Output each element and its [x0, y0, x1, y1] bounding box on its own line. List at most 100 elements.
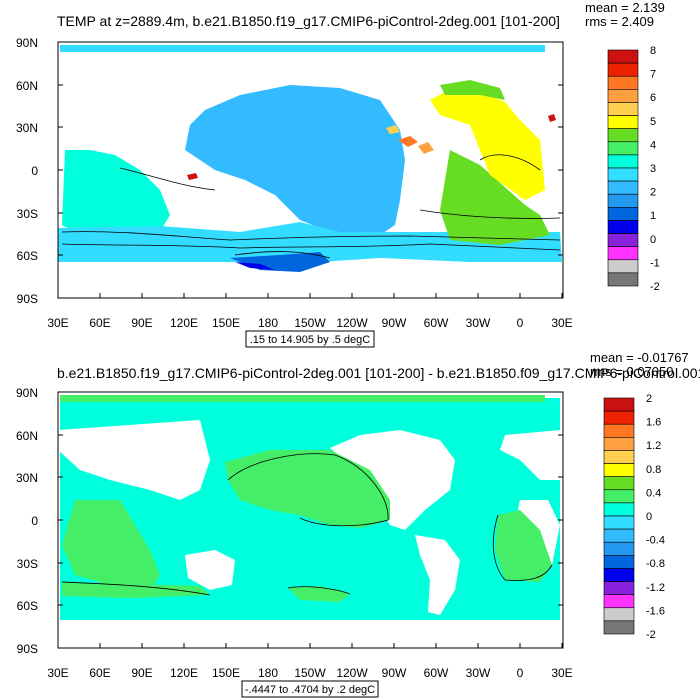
- colorbar-swatch: [603, 410, 635, 425]
- map-panel-difference: b.e21.B1850.f19_g17.CMIP6-piControl-2deg…: [0, 350, 700, 700]
- lon-tick-label: 30E: [551, 316, 572, 330]
- rms-label: rms = 0.07050: [590, 364, 673, 379]
- colorbar-swatch: [607, 128, 639, 143]
- lon-tick-label: 30E: [551, 666, 572, 680]
- lat-tick-label: 0: [31, 164, 38, 178]
- lat-tick-label: 90N: [16, 386, 38, 400]
- map-figure-1: TEMP at z=2889.4m, b.e21.B1850.f19_g17.C…: [16, 0, 665, 348]
- nordic-seas-field: [440, 80, 505, 100]
- colorbar-swatch: [603, 620, 635, 635]
- colorbar-swatch: [607, 272, 639, 287]
- lat-tick-label: 90S: [17, 292, 38, 306]
- mean-label: mean = 2.139: [585, 0, 665, 15]
- lat-tick-label: 30N: [16, 471, 38, 485]
- colorbar-label: 4: [650, 139, 656, 151]
- colorbar-swatch: [603, 594, 635, 609]
- lon-tick-label: 120W: [336, 666, 368, 680]
- mediterranean-field: [398, 136, 418, 147]
- eurasia-land: [58, 420, 560, 500]
- colorbar-swatch: [603, 502, 635, 517]
- north-america-land: [330, 430, 455, 530]
- lat-tick-label: 60N: [16, 79, 38, 93]
- mediterranean-outflow-field: [418, 142, 434, 154]
- lat-tick-label: 90S: [17, 642, 38, 656]
- colorbar-label: -1.2: [646, 582, 665, 594]
- south-america-land: [415, 535, 460, 615]
- lon-tick-label: 90W: [382, 316, 407, 330]
- arctic-positive: [60, 395, 545, 402]
- colorbar-label: 3: [650, 163, 656, 175]
- colorbar-label: -1: [650, 257, 660, 269]
- colorbar-swatch: [607, 154, 639, 169]
- colorbar-swatch: [603, 437, 635, 451]
- colorbar-label: 2: [650, 187, 656, 199]
- lon-tick-label: 150E: [212, 666, 240, 680]
- map-field-2: [58, 395, 560, 648]
- indian-positive: [62, 500, 160, 590]
- lon-tick-label: 120W: [336, 316, 368, 330]
- lon-tick-label: 0: [517, 316, 524, 330]
- colorbar-label: 0: [646, 511, 652, 523]
- lon-tick-label: 90E: [131, 316, 152, 330]
- colorbar-label: -2: [646, 629, 656, 641]
- antarctic-bottom-field: [235, 262, 275, 270]
- colorbar-1: 8 7 6 5 4 3 2 1 0 -1 -2: [607, 45, 660, 293]
- lat-tick-label: 30S: [17, 207, 38, 221]
- lon-tick-label: 30W: [466, 666, 491, 680]
- lon-tick-label: 30E: [47, 316, 68, 330]
- colorbar-swatch: [603, 476, 635, 491]
- lat-tick-label: 60S: [17, 599, 38, 613]
- colorbar-swatch: [603, 581, 635, 595]
- map-figure-2: b.e21.B1850.f19_g17.CMIP6-piControl-2deg…: [16, 350, 700, 698]
- arctic-field: [60, 45, 545, 52]
- red-sea-field: [548, 114, 556, 122]
- colorbar-swatch: [607, 259, 639, 274]
- lon-tick-label: 0: [517, 666, 524, 680]
- colorbar-label: -0.4: [646, 535, 665, 547]
- panel-title: TEMP at z=2889.4m, b.e21.B1850.f19_g17.C…: [57, 13, 560, 29]
- north-pacific-positive: [225, 450, 390, 528]
- lon-tick-label: 30E: [47, 666, 68, 680]
- contour-info-box: [241, 680, 379, 698]
- north-atlantic-field: [430, 92, 545, 200]
- lon-axis-1: [57, 293, 563, 298]
- colorbar-swatch: [607, 180, 639, 195]
- lat-axis-1: [58, 41, 563, 299]
- colorbar-swatch: [607, 89, 639, 103]
- colorbar-swatch: [603, 555, 635, 569]
- colorbar-swatch: [603, 528, 635, 543]
- colorbar-label: -1.6: [646, 605, 665, 617]
- colorbar-swatch: [607, 102, 639, 116]
- colorbar-label: 5: [650, 116, 656, 128]
- colorbar-label: 2: [646, 393, 652, 405]
- australia-land: [185, 550, 235, 590]
- colorbar-swatch: [607, 75, 639, 90]
- antarctica-land: [58, 620, 560, 648]
- colorbar-label: 6: [650, 92, 656, 104]
- lon-tick-label: 60E: [89, 316, 110, 330]
- rms-label: rms = 2.409: [585, 14, 654, 29]
- colorbar-label: -0.8: [646, 558, 665, 570]
- lon-axis-2: [57, 643, 563, 648]
- colorbar-label: 0: [650, 234, 656, 246]
- colorbar-swatch: [603, 463, 635, 477]
- lon-tick-label: 60W: [424, 316, 449, 330]
- lon-tick-label: 180: [258, 666, 278, 680]
- lon-tick-label: 30W: [466, 316, 491, 330]
- south-atlantic-positive: [495, 510, 552, 582]
- lat-tick-label: 60N: [16, 429, 38, 443]
- lat-axis-2: [58, 391, 563, 649]
- colorbar-swatch: [607, 62, 639, 77]
- colorbar-swatch: [603, 541, 635, 556]
- colorbar-label: 0.4: [646, 487, 661, 499]
- south-atlantic-field: [440, 150, 550, 245]
- lon-tick-label: 180: [258, 316, 278, 330]
- colorbar-swatch: [603, 423, 635, 438]
- colorbar-label: 7: [650, 69, 656, 81]
- colorbar-2: 2 1.6 1.2 0.8 0.4 0 -0.4 -0.8 -1.2 -1.6 -2: [603, 393, 665, 641]
- contour-info-label: -.4447 to .4704 by .2 degC: [245, 684, 375, 696]
- southern-ocean-field: [58, 222, 562, 262]
- colorbar-label: 8: [650, 45, 656, 57]
- colorbar-swatch: [607, 220, 639, 234]
- lon-tick-label: 150W: [294, 666, 326, 680]
